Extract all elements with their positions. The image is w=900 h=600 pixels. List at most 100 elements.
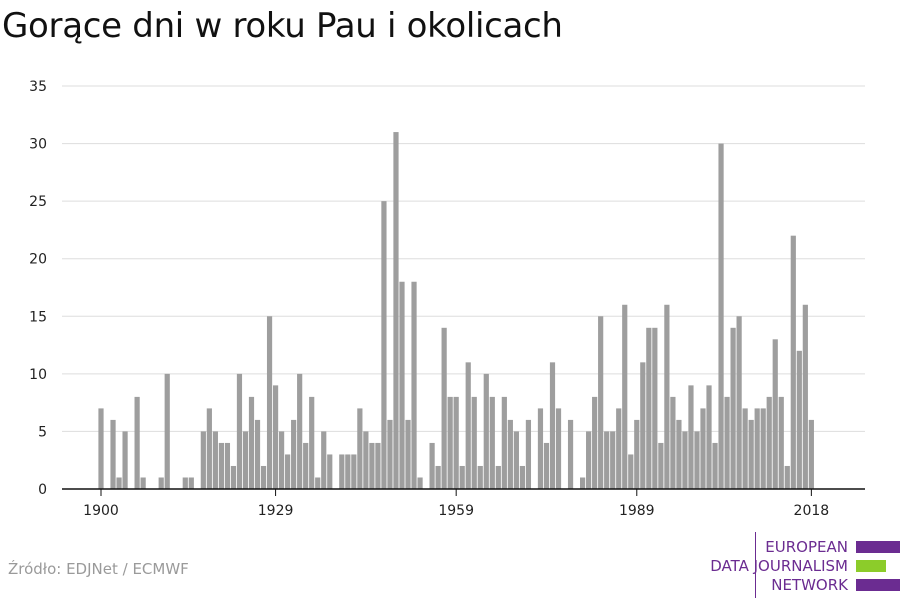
bar [513,431,519,489]
bar [543,442,550,489]
bar [429,442,435,489]
bar [327,454,333,489]
bar [778,396,784,489]
bar [537,408,544,489]
bar [447,396,453,489]
bar [393,132,399,489]
bar [736,316,742,489]
x-tick-label: 1929 [258,503,294,519]
bar [676,419,682,489]
bar [321,431,327,489]
bar [808,419,814,489]
bar [375,442,381,489]
bar [796,350,802,489]
bar [760,408,766,489]
bar [688,385,694,489]
bar [218,442,224,489]
bar [411,281,417,489]
edjnet-logo: EUROPEAN DATA JOURNALISM NETWORK [700,530,900,600]
bar [441,327,447,489]
source-note: Źródło: EDJNet / ECMWF [8,560,189,578]
x-tick-label: 1989 [619,503,655,519]
bar [272,385,279,489]
bar [453,396,459,489]
bar [315,477,321,489]
y-tick-label: 10 [29,367,47,383]
logo-line-data-journalism: DATA JOURNALISM [710,557,848,575]
y-tick-label: 20 [29,252,47,268]
bar [242,431,249,489]
bar [748,419,754,489]
bar [790,235,796,489]
bar [122,431,128,489]
bar [604,431,610,489]
bar [700,408,706,489]
bar [634,419,640,489]
bar [297,373,303,489]
bar [622,304,628,489]
bar [260,465,267,489]
bar [212,431,218,489]
bar [718,143,724,489]
bar [134,396,140,489]
bar [802,304,808,489]
bar [730,327,736,489]
bar [670,396,676,489]
bar [435,465,441,489]
bar [266,316,273,489]
axes: 0 5 10 15 20 25 30 35 1900 1929 1959 1989 2018 [29,79,865,519]
bar [664,304,670,489]
bar [477,465,483,489]
y-tick-label: 25 [29,194,47,210]
bar [501,396,507,489]
bar [351,454,357,489]
bar [98,408,104,489]
logo-bar-bottom [856,579,900,591]
bar [694,431,700,489]
bar [712,442,718,489]
bar [279,431,285,489]
x-tick-label: 2018 [794,503,830,519]
gridlines [62,85,865,432]
bar [303,442,309,489]
bar [598,316,604,489]
bar [724,396,730,489]
bars [98,132,814,489]
bar [387,419,393,489]
y-tick-label: 30 [29,137,47,153]
bar [248,396,255,489]
bar [592,396,598,489]
bar [254,419,261,489]
bar [555,408,562,489]
bar [742,408,748,489]
bar [188,477,194,489]
bar [200,431,206,489]
bar [206,408,212,489]
bar [483,373,489,489]
bar [646,327,652,489]
bar [682,431,688,489]
bar [158,477,164,489]
y-tick-label: 5 [38,424,47,440]
bar [140,477,146,489]
y-tick-label: 0 [38,482,47,498]
bar [640,362,646,489]
bar [586,431,592,489]
x-tick-label: 1900 [83,503,119,519]
bar [766,396,772,489]
bar [369,442,375,489]
bar [507,419,513,489]
bar [182,477,188,489]
bar [116,477,122,489]
bar [784,465,790,489]
bar [417,477,423,489]
bar [652,327,658,489]
bar [236,373,243,489]
bar [399,281,405,489]
bar [381,201,387,489]
bar [357,408,363,489]
bar [465,362,471,489]
chart-title: Gorące dni w roku Pau i okolicach [2,6,563,46]
bar [525,419,532,489]
